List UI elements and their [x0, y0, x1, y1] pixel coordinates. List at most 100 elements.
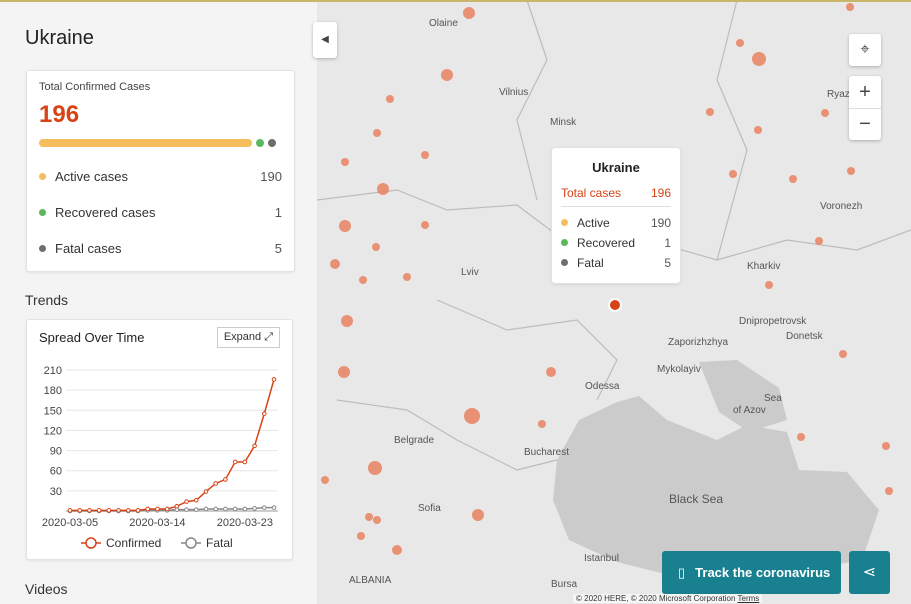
- row-value: 5: [274, 241, 282, 256]
- y-tick-label: 120: [44, 425, 62, 437]
- region-marker: [386, 95, 394, 103]
- row-value: 190: [650, 216, 671, 230]
- series-point: [67, 508, 73, 513]
- place-labels: Olaine Vilnius Minsk Ryazan Voronezh Kharkiv L…: [349, 18, 862, 590]
- place-label: Black Sea: [669, 492, 723, 506]
- terms-link[interactable]: Terms: [737, 594, 760, 603]
- expand-button[interactable]: Expand ⤢: [216, 327, 280, 348]
- series-point: [271, 377, 277, 382]
- zoom-controls: + −: [849, 76, 881, 140]
- track-button[interactable]: ▯ Track the coronavirus: [662, 551, 841, 594]
- series-point: [252, 443, 257, 449]
- series-point: [193, 507, 199, 512]
- region-marker: [321, 476, 329, 484]
- row-value: 190: [260, 169, 282, 184]
- place-label: Kharkiv: [747, 261, 780, 272]
- y-tick-label: 150: [44, 405, 62, 417]
- tooltip-total: Total cases 196: [561, 186, 671, 207]
- region-marker: [330, 259, 340, 269]
- series-point: [261, 411, 267, 416]
- zoom-out[interactable]: −: [859, 113, 871, 135]
- region-marker: [359, 276, 367, 284]
- series-point: [232, 459, 238, 465]
- region-marker: [821, 109, 829, 117]
- row-name: Fatal: [577, 256, 604, 270]
- chart: 30 60 90 120 150 180 210 2020-03-05 2020-03-14 20…: [42, 365, 278, 550]
- series-point: [96, 508, 102, 513]
- black-sea: [553, 396, 879, 582]
- bullet: [561, 239, 568, 246]
- series-point: [184, 507, 189, 512]
- row-name: Fatal cases: [55, 241, 122, 256]
- bullet: [39, 209, 46, 216]
- region-marker: [421, 221, 429, 229]
- region-marker: [464, 408, 480, 424]
- phone-icon: ▯: [678, 565, 686, 580]
- bullet: [39, 173, 46, 180]
- y-tick-label: 210: [44, 365, 62, 377]
- region-marker: [341, 158, 349, 166]
- region-marker: [729, 170, 737, 178]
- series-point: [145, 506, 151, 512]
- x-tick-label: 2020-03-23: [217, 517, 273, 529]
- videos-heading: Videos: [25, 581, 68, 597]
- row-name: Active cases: [55, 169, 128, 184]
- y-tick-label: 60: [50, 466, 62, 478]
- series-point: [106, 508, 112, 513]
- place-label: Bucharest: [524, 447, 569, 458]
- series-point: [242, 506, 248, 512]
- tooltip-row: Recovered 1: [561, 236, 671, 250]
- bar-segment: [256, 139, 265, 147]
- series-point: [203, 506, 209, 512]
- region-marker: [736, 39, 744, 47]
- series-point: [252, 506, 257, 511]
- region-marker: [341, 315, 353, 327]
- tooltip-row: Fatal 5: [561, 256, 671, 270]
- region-marker: [815, 237, 823, 245]
- x-tick-label: 2020-03-14: [129, 517, 185, 529]
- place-label: Sofia: [418, 503, 441, 514]
- region-marker: [372, 243, 380, 251]
- series-point: [223, 477, 228, 482]
- share-button[interactable]: ⋖: [849, 551, 890, 594]
- place-label: Bursa: [551, 579, 578, 590]
- tooltip-row: Active 190: [561, 216, 671, 230]
- row-name: Recovered cases: [55, 205, 156, 220]
- place-label: Mykolayiv: [657, 364, 701, 375]
- series-line: [70, 379, 275, 512]
- region-marker: [885, 487, 893, 495]
- region-marker: [421, 151, 429, 159]
- selected-marker[interactable]: [608, 298, 622, 312]
- expand-text: Expand: [223, 331, 262, 343]
- bar-segment: [39, 139, 253, 147]
- region-marker: [373, 129, 381, 137]
- trends-heading: Trends: [25, 292, 69, 308]
- region-marker: [765, 281, 773, 289]
- zoom-in[interactable]: +: [849, 76, 881, 109]
- region-marker: [706, 108, 714, 116]
- region-marker: [846, 3, 854, 11]
- series-point: [125, 508, 131, 513]
- series-point: [184, 499, 189, 504]
- region-marker: [338, 366, 350, 378]
- region-marker: [392, 545, 402, 555]
- place-label: Lviv: [461, 267, 479, 278]
- bullet: [39, 245, 46, 252]
- place-label: Donetsk: [786, 331, 824, 342]
- place-label: Voronezh: [820, 201, 862, 212]
- series-point: [87, 508, 92, 513]
- locate-button[interactable]: ⌖: [849, 34, 881, 66]
- tooltip-total-label: Total cases: [561, 186, 622, 200]
- y-tick-label: 90: [50, 446, 62, 458]
- region-marker: [882, 442, 890, 450]
- row-value: 1: [664, 236, 671, 250]
- place-label: Sea: [764, 393, 782, 404]
- region-marker: [357, 532, 365, 540]
- place-label: Minsk: [550, 117, 577, 128]
- region-marker: [463, 7, 475, 19]
- attribution: © 2020 HERE, © 2020 Microsoft Corporatio…: [573, 594, 763, 603]
- collapse-button[interactable]: ◀: [313, 22, 337, 58]
- attribution-text: © 2020 HERE, © 2020 Microsoft Corporatio…: [576, 594, 736, 603]
- map: Olaine Vilnius Minsk Ryazan Voronezh Kharkiv L…: [317, 0, 911, 604]
